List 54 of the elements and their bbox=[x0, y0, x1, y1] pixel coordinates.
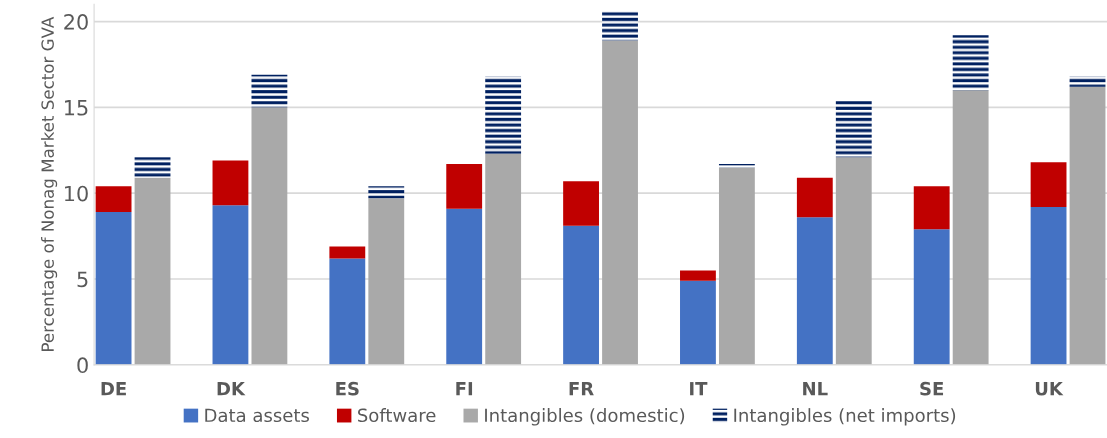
y-axis-title: Percentage of Nonag Market Sector GVA bbox=[41, 16, 58, 351]
bar bbox=[212, 160, 249, 206]
bar bbox=[680, 270, 716, 281]
bar bbox=[563, 181, 599, 226]
x-tick-label: FI bbox=[456, 382, 473, 396]
bar bbox=[835, 157, 872, 365]
bar bbox=[952, 35, 989, 91]
bar bbox=[329, 258, 366, 365]
legend-label: Software bbox=[358, 408, 436, 423]
x-tick-label: DE bbox=[101, 382, 126, 396]
bar bbox=[485, 76, 522, 154]
bar bbox=[563, 225, 599, 365]
legend-label: Data assets bbox=[205, 408, 309, 423]
bar bbox=[718, 167, 755, 365]
y-tick-label: 10 bbox=[65, 185, 88, 202]
bar bbox=[329, 246, 366, 259]
bar bbox=[835, 100, 872, 158]
x-tick-label: UK bbox=[1035, 382, 1064, 396]
bar bbox=[1069, 86, 1106, 365]
x-tick-label: NL bbox=[803, 382, 828, 396]
bar bbox=[952, 90, 989, 365]
bar bbox=[251, 107, 288, 365]
bar bbox=[134, 157, 171, 178]
bar bbox=[913, 186, 950, 230]
y-tick-label: 20 bbox=[64, 14, 88, 30]
y-tick-label: 15 bbox=[65, 100, 88, 116]
bar bbox=[95, 212, 132, 365]
y-tick-label: 5 bbox=[77, 271, 88, 288]
bar bbox=[680, 280, 716, 365]
bar bbox=[1069, 76, 1106, 87]
x-tick-label: IT bbox=[690, 382, 708, 396]
bar bbox=[446, 208, 483, 365]
x-tick-label: DK bbox=[217, 382, 246, 396]
bar bbox=[796, 217, 833, 365]
bar bbox=[796, 177, 833, 218]
bar bbox=[212, 205, 249, 365]
bar bbox=[251, 74, 288, 108]
bar bbox=[368, 186, 405, 199]
bar bbox=[95, 186, 132, 213]
legend-label: Intangibles (domestic) bbox=[485, 408, 685, 426]
bar bbox=[368, 198, 405, 365]
legend-label: Intangibles (net imports) bbox=[734, 408, 956, 426]
bar bbox=[1030, 206, 1067, 365]
y-tick-label: 0 bbox=[77, 357, 88, 374]
bar bbox=[446, 164, 483, 209]
bar bbox=[602, 11, 638, 41]
bar bbox=[1030, 162, 1067, 207]
x-tick-label: FR bbox=[569, 382, 594, 396]
bar bbox=[602, 40, 638, 365]
x-tick-label: ES bbox=[336, 381, 359, 396]
x-tick-label: SE bbox=[920, 381, 944, 396]
bar bbox=[134, 177, 171, 365]
bar bbox=[913, 229, 950, 365]
bar bbox=[485, 153, 522, 365]
